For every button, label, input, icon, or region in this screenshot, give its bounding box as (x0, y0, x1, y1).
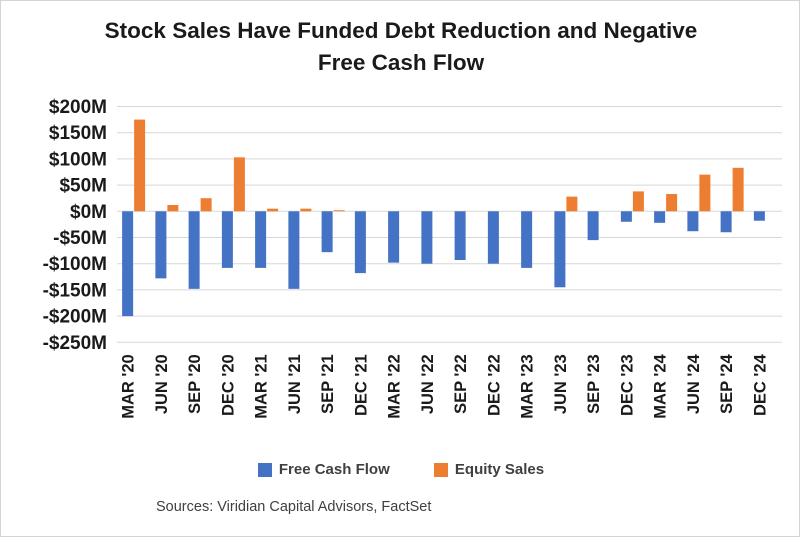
svg-text:MAR '21: MAR '21 (253, 354, 271, 418)
svg-text:$100M: $100M (49, 149, 107, 170)
svg-text:SEP '23: SEP '23 (585, 354, 603, 414)
svg-text:JUN '21: JUN '21 (286, 354, 304, 414)
svg-text:JUN '20: JUN '20 (153, 354, 171, 414)
svg-text:SEP '22: SEP '22 (452, 354, 470, 414)
svg-text:DEC '20: DEC '20 (219, 354, 237, 416)
svg-text:MAR '23: MAR '23 (519, 354, 537, 418)
svg-text:JUN '23: JUN '23 (552, 354, 570, 414)
svg-text:SEP '21: SEP '21 (319, 354, 337, 414)
svg-text:SEP '24: SEP '24 (718, 353, 736, 413)
svg-text:-$150M: -$150M (43, 280, 107, 301)
svg-text:DEC '21: DEC '21 (352, 354, 370, 416)
svg-text:$50M: $50M (59, 176, 107, 197)
svg-text:$150M: $150M (49, 123, 107, 144)
svg-text:SEP '20: SEP '20 (186, 354, 204, 414)
svg-text:DEC '23: DEC '23 (618, 354, 636, 416)
svg-text:-$50M: -$50M (53, 228, 107, 249)
svg-text:DEC '22: DEC '22 (485, 354, 503, 416)
svg-text:-$200M: -$200M (43, 307, 107, 328)
svg-text:JUN '24: JUN '24 (685, 353, 703, 414)
svg-text:MAR '20: MAR '20 (120, 354, 138, 418)
svg-text:$0M: $0M (70, 202, 107, 223)
svg-text:MAR '22: MAR '22 (386, 354, 404, 418)
svg-text:JUN '22: JUN '22 (419, 354, 437, 414)
svg-text:$200M: $200M (49, 97, 107, 118)
svg-text:-$250M: -$250M (43, 333, 107, 354)
svg-text:DEC '24: DEC '24 (751, 353, 769, 416)
svg-text:-$100M: -$100M (43, 254, 107, 275)
svg-text:MAR '24: MAR '24 (652, 353, 670, 418)
